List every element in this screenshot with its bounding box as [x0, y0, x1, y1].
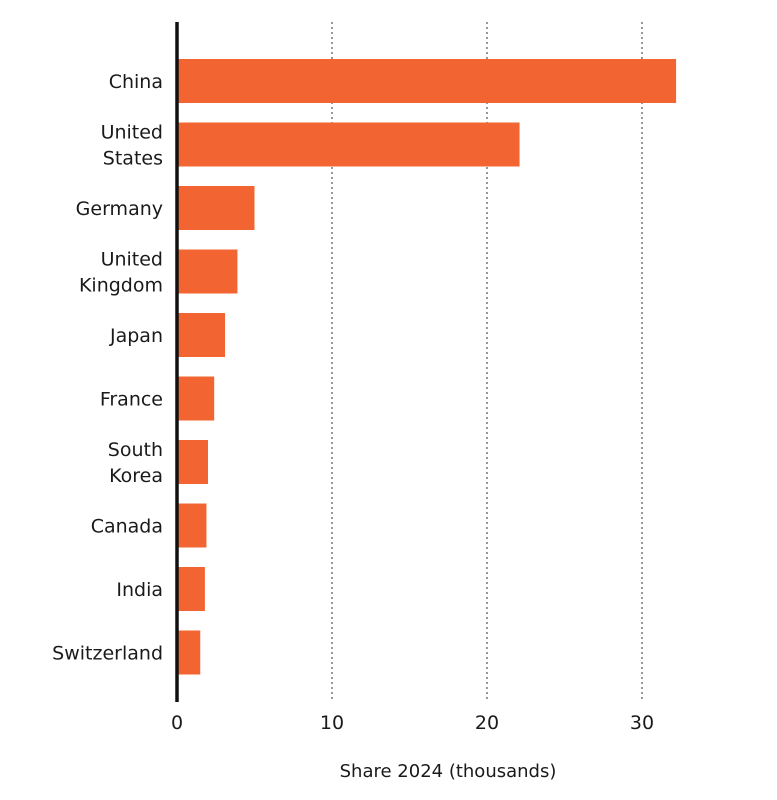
category-label-united-kingdom: United Kingdom [79, 249, 163, 297]
bars [177, 59, 677, 675]
x-tick-labels: 0 10 20 30 [171, 712, 654, 734]
category-label-canada: Canada [91, 516, 163, 538]
category-label-united-states: United States [101, 122, 163, 170]
bar-china [177, 59, 677, 103]
bar-canada [177, 503, 207, 548]
bar-france [177, 376, 215, 421]
bar-germany [177, 186, 255, 230]
bar-japan [177, 313, 226, 357]
x-tick-label-30: 30 [630, 712, 654, 734]
x-tick-label-0: 0 [171, 712, 183, 734]
bar-switzerland [177, 630, 201, 675]
category-label-germany: Germany [76, 198, 163, 220]
bar-south-korea [177, 440, 208, 484]
category-labels: China United States Germany United Kingdom Jap… [52, 71, 163, 665]
category-label-india: India [116, 579, 163, 601]
category-label-switzerland: Switzerland [52, 643, 163, 665]
x-tick-label-20: 20 [475, 712, 499, 734]
bar-india [177, 567, 205, 611]
bar-united-states [177, 122, 520, 167]
bar-united-kingdom [177, 249, 238, 294]
gridlines [331, 22, 643, 702]
x-tick-label-10: 10 [320, 712, 344, 734]
category-label-japan: Japan [109, 325, 163, 347]
category-label-france: France [100, 389, 163, 411]
x-axis-title: Share 2024 (thousands) [340, 761, 557, 782]
category-label-south-korea: South Korea [108, 439, 163, 487]
category-label-china: China [109, 71, 163, 93]
